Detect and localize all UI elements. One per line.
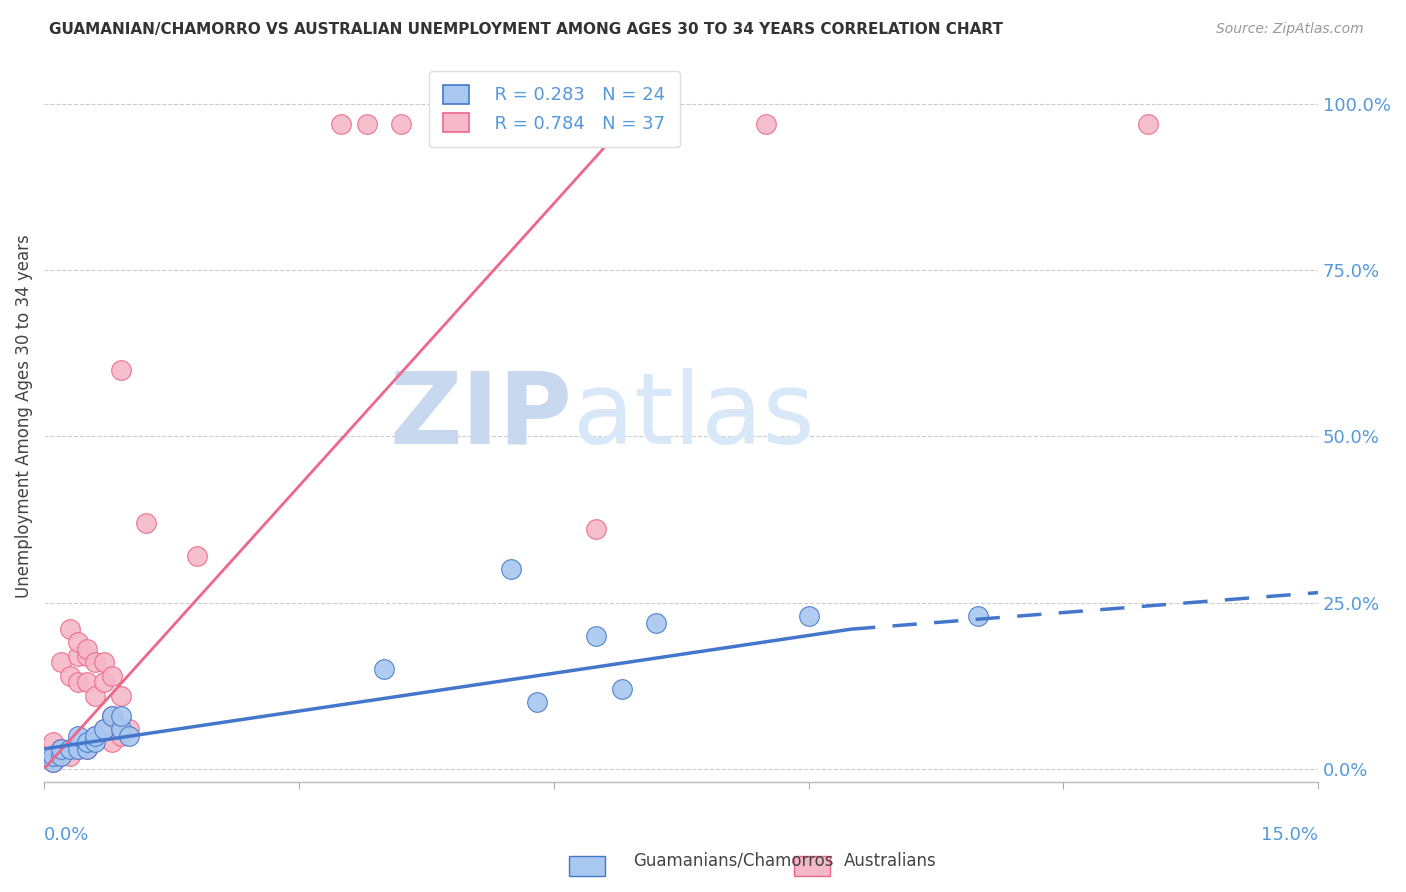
Point: [93, 722, 115, 736]
Point: [67, 648, 90, 663]
Point: [76, 742, 98, 756]
Point: [67, 742, 90, 756]
Point: [67, 729, 90, 743]
Point: [110, 689, 132, 703]
Point: [49, 656, 72, 670]
Point: [585, 629, 607, 643]
Point: [49, 748, 72, 763]
Point: [110, 708, 132, 723]
Text: 0.0%: 0.0%: [44, 826, 90, 844]
Y-axis label: Unemployment Among Ages 30 to 34 years: Unemployment Among Ages 30 to 34 years: [15, 235, 32, 599]
Point: [118, 729, 141, 743]
Point: [101, 669, 124, 683]
Point: [84, 735, 107, 749]
Point: [84, 729, 107, 743]
Text: ZIP: ZIP: [389, 368, 572, 465]
Point: [93, 722, 115, 736]
Point: [49, 742, 72, 756]
Point: [76, 675, 98, 690]
Point: [41, 748, 63, 763]
Point: [967, 608, 990, 623]
Point: [58, 748, 80, 763]
Point: [585, 523, 607, 537]
Point: [49, 748, 72, 763]
Point: [110, 363, 132, 377]
Point: [58, 669, 80, 683]
Legend:   R = 0.283   N = 24,   R = 0.784   N = 37: R = 0.283 N = 24, R = 0.784 N = 37: [429, 70, 679, 147]
Point: [1137, 117, 1160, 131]
Text: atlas: atlas: [572, 368, 814, 465]
Point: [84, 656, 107, 670]
Point: [76, 735, 98, 749]
Point: [797, 608, 820, 623]
Point: [610, 681, 633, 696]
Point: [41, 755, 63, 769]
Point: [186, 549, 208, 563]
Point: [67, 635, 90, 649]
Point: [84, 729, 107, 743]
Point: [76, 642, 98, 657]
Point: [101, 708, 124, 723]
Text: GUAMANIAN/CHAMORRO VS AUSTRALIAN UNEMPLOYMENT AMONG AGES 30 TO 34 YEARS CORRELAT: GUAMANIAN/CHAMORRO VS AUSTRALIAN UNEMPLO…: [49, 22, 1004, 37]
Point: [67, 742, 90, 756]
Point: [110, 729, 132, 743]
Point: [84, 689, 107, 703]
Point: [49, 742, 72, 756]
Point: [58, 622, 80, 636]
Point: [373, 662, 395, 676]
Point: [501, 562, 523, 576]
Point: [93, 656, 115, 670]
Point: [101, 735, 124, 749]
Point: [58, 742, 80, 756]
Point: [526, 695, 548, 709]
Point: [389, 117, 412, 131]
Text: Guamanians/Chamorros: Guamanians/Chamorros: [633, 852, 834, 870]
Text: Source: ZipAtlas.com: Source: ZipAtlas.com: [1216, 22, 1364, 37]
Point: [356, 117, 378, 131]
Point: [644, 615, 666, 630]
Point: [93, 675, 115, 690]
Point: [101, 708, 124, 723]
Text: Australians: Australians: [844, 852, 936, 870]
Point: [41, 755, 63, 769]
Point: [67, 675, 90, 690]
Point: [118, 722, 141, 736]
Point: [110, 722, 132, 736]
Point: [76, 648, 98, 663]
Point: [330, 117, 353, 131]
Text: 15.0%: 15.0%: [1261, 826, 1319, 844]
Point: [755, 117, 778, 131]
Point: [76, 742, 98, 756]
Point: [135, 516, 157, 530]
Point: [41, 735, 63, 749]
